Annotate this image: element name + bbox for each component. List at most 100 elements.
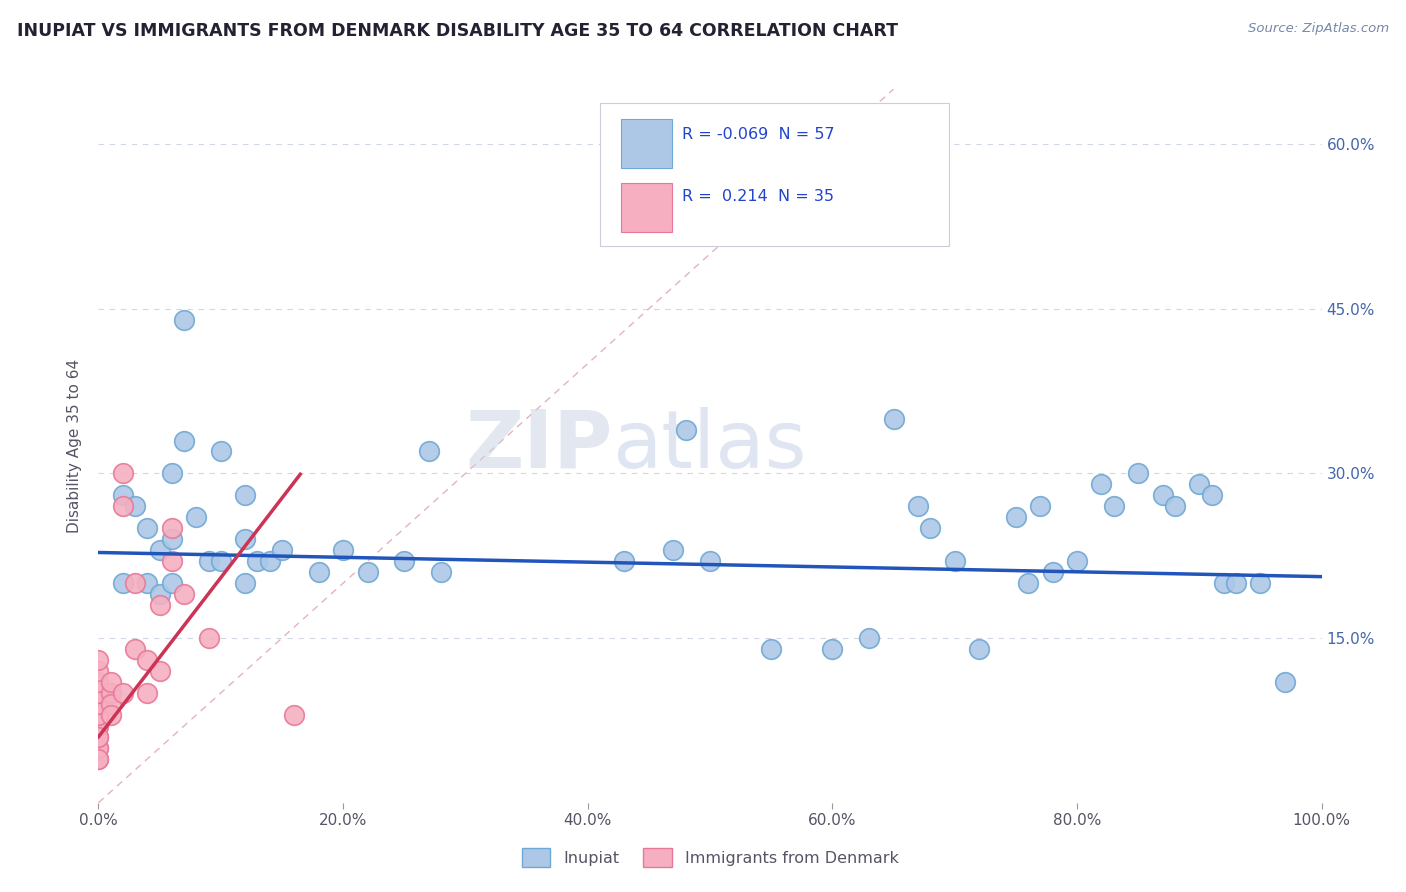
Point	[100, 686, 122, 700]
FancyBboxPatch shape	[620, 184, 672, 232]
Point	[87, 740, 110, 755]
Point	[149, 587, 172, 601]
Point	[160, 576, 183, 591]
Point	[87, 697, 110, 711]
Text: R =  0.214  N = 35: R = 0.214 N = 35	[682, 189, 834, 203]
Text: atlas: atlas	[612, 407, 807, 485]
Point	[87, 697, 110, 711]
Point	[160, 554, 183, 568]
Point	[858, 631, 880, 645]
Point	[613, 554, 636, 568]
Point	[1274, 675, 1296, 690]
Point	[173, 587, 195, 601]
Point	[270, 543, 294, 558]
Point	[111, 686, 134, 700]
Point	[1188, 477, 1211, 491]
Point	[111, 488, 134, 502]
Point	[197, 554, 219, 568]
Point	[1004, 510, 1026, 524]
Text: ZIP: ZIP	[465, 407, 612, 485]
Point	[233, 576, 256, 591]
Point	[761, 642, 783, 657]
Point	[209, 554, 232, 568]
Point	[87, 708, 110, 723]
Point	[1249, 576, 1271, 591]
Point	[124, 642, 146, 657]
Point	[87, 752, 110, 766]
Point	[149, 664, 172, 678]
Point	[967, 642, 990, 657]
Point	[87, 708, 110, 723]
Point	[246, 554, 269, 568]
Point	[186, 510, 208, 524]
Point	[87, 653, 110, 667]
Point	[1017, 576, 1039, 591]
Point	[233, 488, 256, 502]
Point	[136, 686, 159, 700]
Point	[197, 631, 219, 645]
Point	[124, 576, 146, 591]
Point	[1042, 566, 1064, 580]
Point	[149, 543, 172, 558]
Point	[1164, 500, 1187, 514]
Legend: Inupiat, Immigrants from Denmark: Inupiat, Immigrants from Denmark	[515, 842, 905, 873]
Text: INUPIAT VS IMMIGRANTS FROM DENMARK DISABILITY AGE 35 TO 64 CORRELATION CHART: INUPIAT VS IMMIGRANTS FROM DENMARK DISAB…	[17, 22, 898, 40]
Point	[332, 543, 354, 558]
Point	[160, 467, 183, 481]
Point	[87, 719, 110, 733]
Y-axis label: Disability Age 35 to 64: Disability Age 35 to 64	[67, 359, 83, 533]
Point	[418, 444, 440, 458]
Point	[233, 533, 256, 547]
Point	[907, 500, 929, 514]
Point	[1225, 576, 1247, 591]
Point	[100, 697, 122, 711]
Point	[1029, 500, 1052, 514]
Point	[1090, 477, 1112, 491]
Point	[160, 521, 183, 535]
Point	[87, 752, 110, 766]
Point	[920, 521, 942, 535]
Point	[136, 653, 159, 667]
Point	[1152, 488, 1174, 502]
Point	[1102, 500, 1125, 514]
Point	[124, 500, 146, 514]
Point	[943, 554, 966, 568]
Point	[356, 566, 378, 580]
Point	[87, 686, 110, 700]
Point	[173, 434, 195, 448]
Point	[173, 312, 195, 326]
Point	[87, 675, 110, 690]
Point	[1201, 488, 1223, 502]
Point	[160, 533, 183, 547]
Point	[136, 521, 159, 535]
Point	[662, 543, 685, 558]
Point	[883, 411, 905, 425]
Text: Source: ZipAtlas.com: Source: ZipAtlas.com	[1249, 22, 1389, 36]
Point	[87, 730, 110, 744]
Point	[209, 444, 232, 458]
Point	[87, 664, 110, 678]
Point	[1128, 467, 1150, 481]
Point	[111, 467, 134, 481]
Point	[136, 576, 159, 591]
Point	[259, 554, 281, 568]
Point	[283, 708, 305, 723]
Point	[1212, 576, 1234, 591]
FancyBboxPatch shape	[600, 103, 949, 246]
Point	[87, 719, 110, 733]
Point	[626, 159, 648, 173]
Point	[821, 642, 844, 657]
Point	[87, 740, 110, 755]
Point	[111, 576, 134, 591]
Point	[111, 500, 134, 514]
Point	[100, 675, 122, 690]
Point	[87, 686, 110, 700]
FancyBboxPatch shape	[620, 120, 672, 168]
Point	[87, 730, 110, 744]
Point	[308, 566, 330, 580]
Point	[675, 423, 697, 437]
Point	[699, 554, 721, 568]
Point	[149, 598, 172, 612]
Text: R = -0.069  N = 57: R = -0.069 N = 57	[682, 127, 835, 142]
Point	[100, 708, 122, 723]
